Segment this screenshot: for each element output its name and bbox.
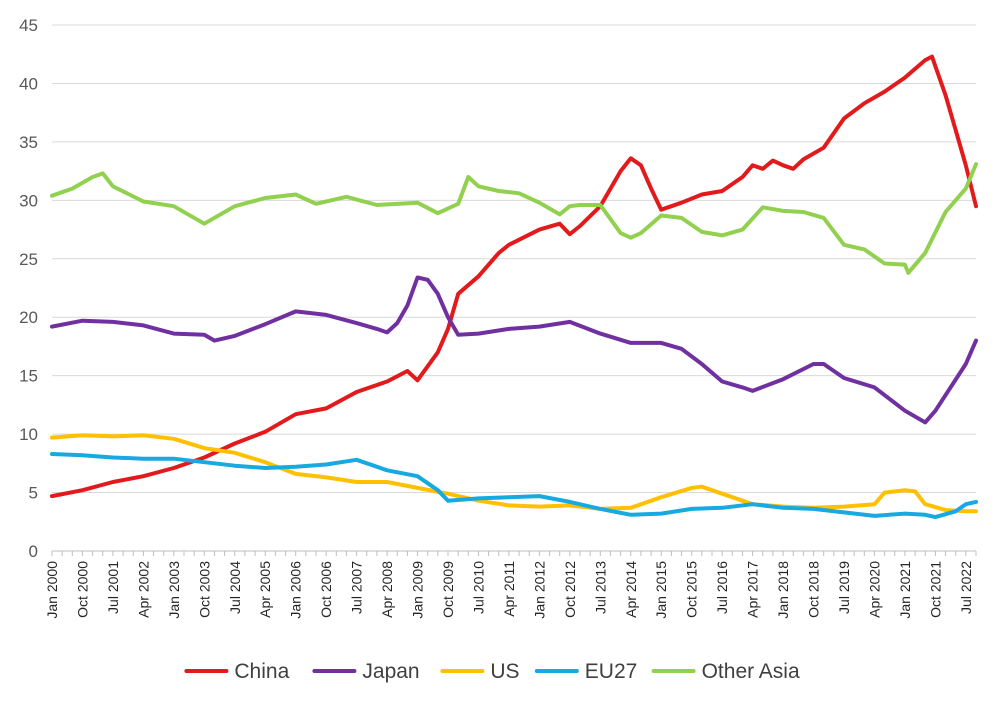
x-tick-label: Apr 2011	[501, 561, 517, 617]
x-tick-label: Oct 2003	[196, 561, 212, 618]
x-tick-label: Apr 2017	[745, 561, 761, 618]
series-line-other-asia	[50, 162, 978, 275]
gridlines	[52, 24, 976, 494]
x-tick-label: Apr 2008	[379, 561, 395, 618]
x-tick-label: Oct 2012	[562, 561, 578, 618]
y-tick-label: 30	[19, 191, 38, 210]
x-tick-label: Oct 2009	[440, 561, 456, 618]
y-tick-label: 0	[29, 542, 38, 561]
series-line-us	[50, 433, 978, 514]
x-tick-label: Jan 2006	[288, 561, 304, 619]
x-tick-label: Jul 2016	[714, 561, 730, 614]
y-axis: 0 5 10 15 20 25 30 35 40 45	[19, 16, 38, 561]
x-tick-label: Apr 2014	[623, 561, 639, 618]
legend-label-us: US	[490, 660, 519, 683]
x-tick-label: Jul 2013	[592, 561, 608, 614]
x-tick-label: Jul 2019	[836, 561, 852, 614]
legend-label-japan: Japan	[362, 660, 419, 683]
series-lines	[50, 54, 978, 520]
x-tick-label: Oct 2006	[318, 561, 334, 618]
series-line-eu27	[50, 452, 978, 520]
series-line-china	[50, 54, 978, 499]
x-tick-label: Jul 2007	[349, 561, 365, 614]
y-tick-label: 10	[19, 425, 38, 444]
x-tick-label: Jan 2003	[166, 561, 182, 619]
x-tick-label: Jul 2010	[470, 561, 486, 614]
x-tick-label: Jan 2009	[410, 561, 426, 619]
x-tick-label: Oct 2000	[74, 561, 90, 618]
x-tick-label: Jul 2022	[958, 561, 974, 614]
y-tick-label: 5	[29, 484, 38, 503]
y-tick-label: 15	[19, 367, 38, 386]
legend-label-eu27: EU27	[585, 660, 638, 683]
x-tick-label: Jan 2015	[653, 561, 669, 619]
x-tick-label: Jan 2000	[44, 561, 60, 619]
x-tick-label: Jan 2021	[897, 561, 913, 619]
legend: China Japan US EU27 Other Asia	[184, 660, 800, 683]
y-tick-label: 25	[19, 250, 38, 269]
x-tick-label: Apr 2005	[257, 561, 273, 618]
legend-label-other-asia: Other Asia	[702, 660, 800, 683]
x-tick-label: Oct 2018	[806, 561, 822, 618]
x-tick-label: Jul 2001	[105, 561, 121, 614]
x-tick-label: Oct 2015	[684, 561, 700, 618]
x-tick-label: Oct 2021	[927, 561, 943, 618]
y-tick-label: 35	[19, 133, 38, 152]
y-tick-label: 45	[19, 16, 38, 35]
x-tick-label: Apr 2020	[866, 561, 882, 618]
x-tick-label: Jan 2012	[531, 561, 547, 619]
x-tick-label: Apr 2002	[135, 561, 151, 618]
x-axis: Jan 2000 Oct 2000 Jul 2001 Apr 2002 Jan 2003…	[44, 550, 977, 619]
legend-label-china: China	[234, 660, 289, 683]
series-line-japan	[50, 275, 978, 425]
x-tick-label: Jul 2004	[227, 561, 243, 614]
x-tick-label: Jan 2018	[775, 561, 791, 619]
y-tick-label: 20	[19, 308, 38, 327]
y-tick-label: 40	[19, 74, 38, 93]
